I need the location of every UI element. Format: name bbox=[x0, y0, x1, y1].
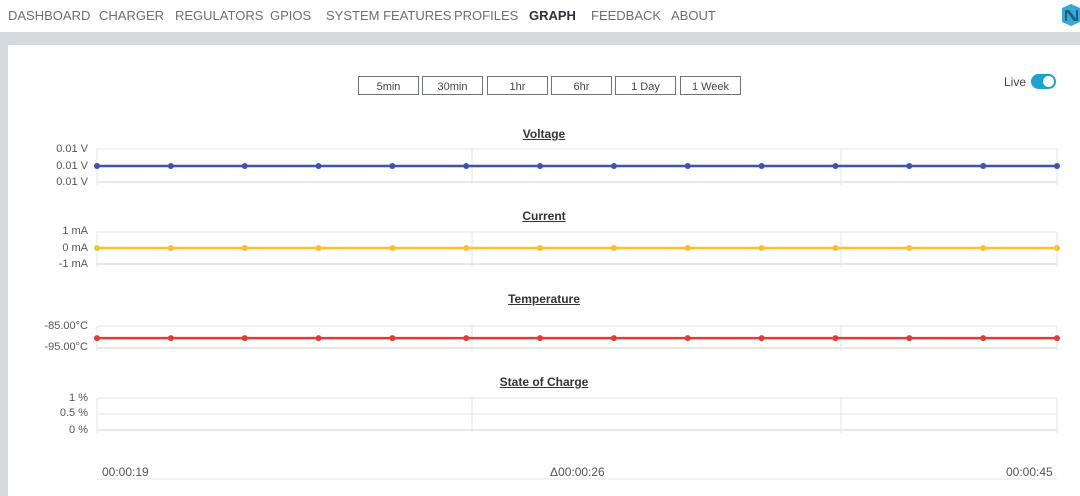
time-delta-label: Δ00:00:26 bbox=[550, 465, 605, 479]
data-point bbox=[906, 245, 913, 251]
data-point bbox=[389, 163, 396, 169]
range-1week-button[interactable]: 1 Week bbox=[680, 76, 741, 95]
data-point bbox=[906, 335, 913, 342]
nav-graph[interactable]: GRAPH bbox=[529, 8, 576, 23]
range-30min-button[interactable]: 30min bbox=[422, 76, 483, 95]
data-point bbox=[167, 245, 174, 251]
range-1day-button[interactable]: 1 Day bbox=[615, 76, 676, 95]
data-point bbox=[684, 163, 691, 169]
data-point bbox=[1054, 335, 1060, 342]
voltage-chart-title: Voltage bbox=[522, 127, 566, 141]
live-label: Live bbox=[1004, 75, 1027, 89]
data-point bbox=[463, 245, 470, 251]
range-6hr-button[interactable]: 6hr bbox=[551, 76, 612, 95]
data-point bbox=[980, 335, 987, 342]
data-point bbox=[463, 335, 470, 342]
data-point bbox=[463, 163, 470, 169]
data-point bbox=[610, 335, 617, 342]
soc-chart-title: State of Charge bbox=[499, 375, 589, 389]
nav-gpios[interactable]: GPIOS bbox=[270, 8, 312, 23]
data-point bbox=[389, 335, 396, 342]
data-point bbox=[1054, 163, 1060, 169]
data-point bbox=[980, 245, 987, 251]
data-point bbox=[94, 245, 100, 251]
current-ytick-label: -1 mA bbox=[58, 258, 88, 270]
data-point bbox=[758, 245, 765, 251]
temperature-ytick-label: -95.00°C bbox=[44, 341, 88, 353]
data-point bbox=[315, 335, 322, 342]
data-point bbox=[758, 335, 765, 342]
data-point bbox=[537, 163, 544, 169]
data-point bbox=[832, 335, 839, 342]
soc-ytick-label: 1 % bbox=[69, 392, 88, 404]
nav-profiles[interactable]: PROFILES bbox=[454, 8, 519, 23]
nav-regulators[interactable]: REGULATORS bbox=[175, 8, 264, 23]
current-chart-title: Current bbox=[522, 209, 566, 223]
time-end-label: 00:00:45 bbox=[1006, 465, 1053, 479]
data-point bbox=[241, 163, 248, 169]
data-point bbox=[610, 245, 617, 251]
current-ytick-label: 1 mA bbox=[62, 225, 88, 237]
nav-about[interactable]: ABOUT bbox=[671, 8, 716, 23]
data-point bbox=[537, 335, 544, 342]
data-point bbox=[684, 245, 691, 251]
data-point bbox=[241, 335, 248, 342]
data-point bbox=[610, 163, 617, 169]
data-point bbox=[684, 335, 691, 342]
voltage-ytick-label: 0.01 V bbox=[56, 160, 88, 172]
nordic-logo-icon bbox=[1062, 4, 1080, 26]
range-5min-button[interactable]: 5min bbox=[358, 76, 419, 95]
data-point bbox=[537, 245, 544, 251]
graph-panel: 5min 30min 1hr 6hr 1 Day 1 Week Live Vol… bbox=[8, 45, 1080, 496]
graph-plots bbox=[94, 148, 1060, 480]
soc-ytick-label: 0.5 % bbox=[59, 407, 88, 419]
data-point bbox=[832, 245, 839, 251]
nav-dashboard[interactable]: DASHBOARD bbox=[8, 8, 91, 23]
data-point bbox=[167, 335, 174, 342]
nav-feedback[interactable]: FEEDBACK bbox=[591, 8, 662, 23]
data-point bbox=[167, 163, 174, 169]
data-point bbox=[94, 163, 100, 169]
data-point bbox=[758, 163, 765, 169]
data-point bbox=[241, 245, 248, 251]
time-start-label: 00:00:19 bbox=[102, 465, 149, 479]
data-point bbox=[315, 163, 322, 169]
data-point bbox=[980, 163, 987, 169]
nav-charger[interactable]: CHARGER bbox=[99, 8, 165, 23]
data-point bbox=[1054, 245, 1060, 251]
current-ytick-label: 0 mA bbox=[62, 242, 88, 254]
data-point bbox=[94, 335, 100, 342]
voltage-ytick-label: 0.01 V bbox=[56, 143, 88, 155]
live-toggle[interactable] bbox=[1031, 74, 1056, 89]
voltage-ytick-label: 0.01 V bbox=[56, 176, 88, 188]
top-nav: DASHBOARD CHARGER REGULATORS GPIOS SYSTE… bbox=[0, 0, 1080, 32]
temperature-chart-title: Temperature bbox=[508, 292, 580, 306]
soc-ytick-label: 0 % bbox=[69, 424, 88, 436]
temperature-ytick-label: -85.00°C bbox=[44, 320, 88, 332]
range-1hr-button[interactable]: 1hr bbox=[487, 76, 548, 95]
live-toggle-knob bbox=[1043, 76, 1054, 87]
data-point bbox=[315, 245, 322, 251]
data-point bbox=[832, 163, 839, 169]
data-point bbox=[906, 163, 913, 169]
nav-system-features[interactable]: SYSTEM FEATURES bbox=[326, 8, 452, 23]
data-point bbox=[389, 245, 396, 251]
